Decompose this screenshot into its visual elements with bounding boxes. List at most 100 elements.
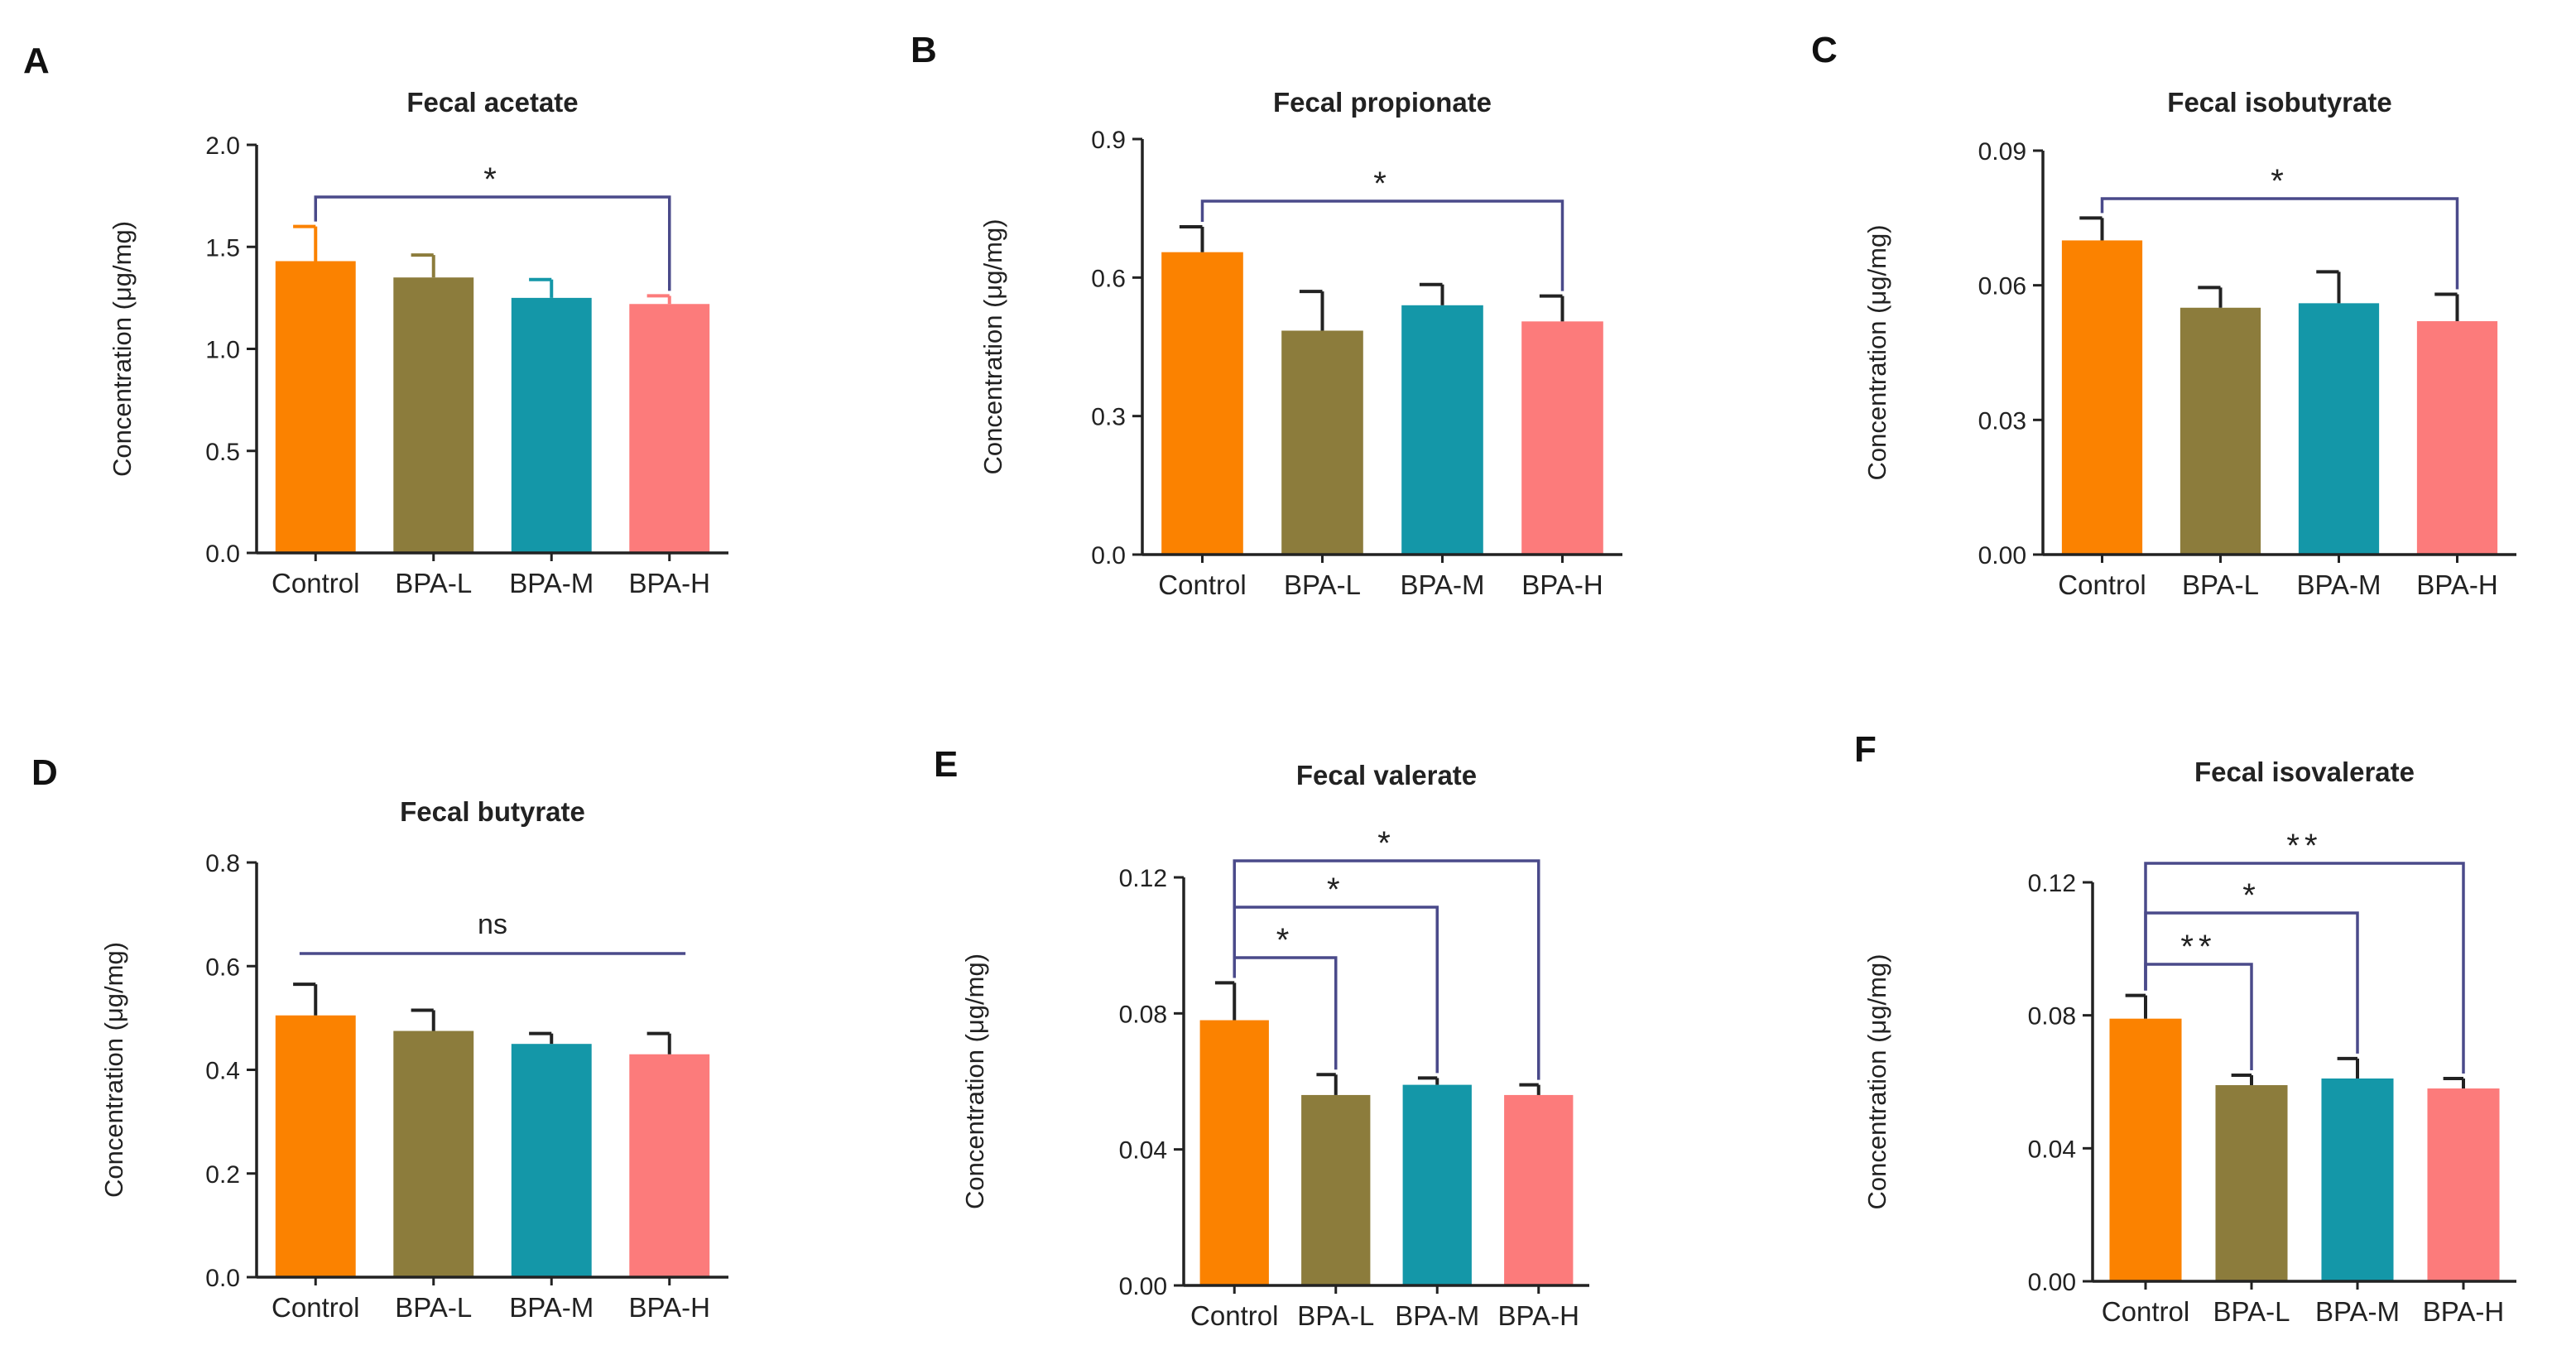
panel-letter: A — [23, 41, 50, 81]
panel-letter: E — [934, 744, 958, 785]
error-bar-bpa-h — [646, 294, 671, 305]
chart-title: Fecal valerate — [1296, 760, 1477, 790]
error-bar-bpa-l — [2198, 286, 2223, 308]
x-tick-label: Control — [1190, 1300, 1278, 1331]
x-tick-label: Control — [2058, 569, 2146, 600]
bar-control — [2061, 240, 2143, 555]
bar-bpa-h — [629, 1054, 710, 1277]
chart-panel-a: A Fecal acetate Concentration (μg/mg) Contr… — [23, 41, 728, 598]
chart-title: Fecal propionate — [1273, 87, 1492, 118]
y-tick-label: 0.3 — [1091, 404, 1126, 431]
y-axis-label: Concentration (μg/mg) — [1862, 954, 1891, 1209]
x-tick-label: Control — [1158, 569, 1246, 600]
bar-bpa-h — [629, 304, 710, 553]
significance-bracket: ** — [2144, 828, 2465, 1074]
x-tick-label: BPA-H — [1521, 569, 1603, 600]
y-tick-label: 0.5 — [205, 439, 240, 466]
bar-control — [2109, 1018, 2182, 1281]
bar-bpa-m — [511, 1044, 592, 1277]
y-tick-label: 0.0 — [1091, 542, 1126, 569]
error-bar-bpa-l — [411, 1008, 435, 1031]
error-bar-control — [1214, 981, 1237, 1021]
x-tick-label: BPA-M — [2315, 1296, 2400, 1327]
x-tick-label: BPA-M — [509, 568, 594, 598]
y-tick-label: 0.6 — [1091, 265, 1126, 292]
bar-bpa-h — [1521, 321, 1603, 555]
y-tick-label: 0.8 — [205, 850, 240, 877]
significance-bracket: * — [314, 161, 671, 291]
chart-title: Fecal acetate — [406, 87, 578, 118]
y-tick-label: 0.08 — [2028, 1003, 2076, 1031]
x-tick-label: BPA-M — [509, 1292, 594, 1323]
panel-letter: D — [31, 752, 58, 793]
x-tick-label: BPA-L — [2213, 1296, 2290, 1327]
significance-label: * — [1377, 825, 1396, 862]
error-bar-bpa-m — [2337, 1056, 2359, 1079]
error-bar-control — [2125, 993, 2147, 1019]
significance-label: * — [2242, 877, 2261, 914]
y-tick-label: 1.0 — [205, 337, 240, 364]
x-tick-label: BPA-L — [1284, 569, 1361, 600]
error-bar-bpa-m — [1419, 282, 1444, 305]
bar-bpa-m — [2298, 303, 2380, 555]
x-tick-label: BPA-L — [395, 1292, 472, 1323]
chart-title: Fecal isovalerate — [2194, 757, 2415, 787]
chart-panel-c: C Fecal isobutyrate Concentration (μg/mg) C… — [1811, 30, 2516, 600]
y-tick-label: 0.12 — [1119, 865, 1167, 892]
error-bar-control — [293, 224, 318, 262]
bar-bpa-h — [1504, 1094, 1574, 1285]
x-tick-label: Control — [272, 568, 359, 598]
bar-bpa-m — [2321, 1078, 2394, 1281]
x-tick-label: BPA-H — [629, 1292, 710, 1323]
x-tick-label: BPA-L — [2182, 569, 2259, 600]
y-tick-label: 0.06 — [1978, 273, 2026, 300]
bar-bpa-l — [1281, 330, 1363, 555]
error-bar-bpa-h — [2434, 292, 2459, 322]
y-tick-label: 0.04 — [1119, 1137, 1167, 1165]
bar-control — [275, 261, 356, 553]
x-tick-label: BPA-L — [395, 568, 472, 598]
y-axis-label: Concentration (μg/mg) — [99, 942, 128, 1198]
bar-control — [1199, 1020, 1269, 1285]
error-bar-bpa-l — [1299, 290, 1324, 331]
x-tick-label: BPA-M — [1400, 569, 1484, 600]
x-tick-label: BPA-M — [1395, 1300, 1479, 1331]
bar-bpa-l — [393, 1031, 474, 1277]
bar-bpa-l — [2215, 1085, 2288, 1281]
bar-bpa-m — [1401, 305, 1483, 555]
significance-label: ** — [2180, 929, 2216, 965]
x-tick-label: BPA-H — [2423, 1296, 2504, 1327]
bar-bpa-h — [2416, 321, 2498, 555]
x-tick-label: BPA-M — [2296, 569, 2381, 600]
y-tick-label: 0.12 — [2028, 870, 2076, 897]
error-bar-bpa-h — [2443, 1076, 2465, 1089]
significance-label: * — [483, 161, 502, 198]
x-tick-label: BPA-H — [2416, 569, 2497, 600]
error-bar-bpa-l — [1316, 1073, 1338, 1095]
y-tick-label: 0.08 — [1119, 1001, 1167, 1028]
panel-letter: B — [911, 30, 937, 70]
y-tick-label: 0.04 — [2028, 1136, 2076, 1163]
chart-panel-f: F Fecal isovalerate Concentration (μg/mg) C… — [1854, 729, 2516, 1327]
significance-label: * — [1327, 872, 1345, 908]
significance-bracket: * — [2100, 163, 2459, 290]
chart-title: Fecal butyrate — [400, 796, 585, 827]
y-tick-label: 0.00 — [1978, 542, 2026, 569]
error-bar-control — [2079, 216, 2104, 241]
bar-bpa-l — [1301, 1094, 1371, 1285]
y-tick-label: 0.03 — [1978, 407, 2026, 435]
bar-bpa-m — [1402, 1084, 1472, 1285]
x-tick-label: Control — [272, 1292, 359, 1323]
y-tick-label: 2.0 — [205, 132, 240, 160]
error-bar-bpa-l — [2231, 1073, 2253, 1086]
bar-bpa-l — [393, 277, 474, 553]
significance-bracket: ns — [299, 909, 686, 955]
significance-bracket: * — [1200, 166, 1564, 291]
error-bar-bpa-h — [1519, 1083, 1540, 1095]
significance-bracket: * — [1233, 825, 1540, 1080]
x-tick-label: BPA-H — [1498, 1300, 1579, 1331]
significance-label: * — [2271, 163, 2289, 199]
y-axis-label: Concentration (μg/mg) — [1862, 224, 1891, 480]
x-tick-label: BPA-L — [1297, 1300, 1374, 1331]
y-tick-label: 1.5 — [205, 234, 240, 262]
